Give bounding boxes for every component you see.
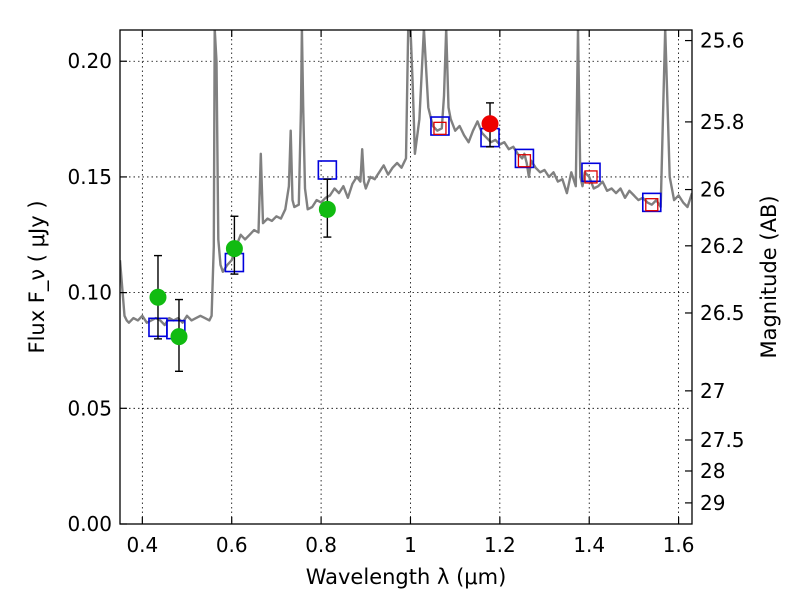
mag-tick-label: 26.2 bbox=[700, 234, 745, 258]
plot-frame bbox=[119, 29, 693, 525]
x-axis-label: Wavelength λ (μm) bbox=[306, 565, 507, 589]
red-square-marker bbox=[584, 170, 598, 184]
x-tick-label: 1.2 bbox=[484, 533, 516, 557]
y-tick-label: 0.15 bbox=[67, 165, 112, 189]
red-square-marker bbox=[517, 154, 532, 168]
plot-data bbox=[120, 30, 692, 372]
mag-tick-label: 25.8 bbox=[700, 110, 745, 134]
axis-ticks: 0.4 0.6 0.8 1 1.2 1.4 1.6 0.00 0.05 0.10 0.15 0.20 2… bbox=[67, 29, 744, 557]
model-spectrum-line bbox=[120, 30, 692, 327]
red-square-marker bbox=[645, 198, 659, 212]
x-tick-label: 1.4 bbox=[573, 533, 605, 557]
x-tick-label: 1.6 bbox=[663, 533, 695, 557]
green-data-point bbox=[170, 328, 188, 346]
green-data-point bbox=[225, 240, 243, 258]
y-axis-label: Flux F_ν ( μJy ) bbox=[25, 200, 50, 353]
x-tick-label: 0.8 bbox=[305, 533, 337, 557]
mag-tick-label: 25.6 bbox=[700, 29, 745, 53]
mag-tick-label: 29 bbox=[700, 491, 725, 515]
x-tick-label: 0.6 bbox=[216, 533, 248, 557]
y-tick-label: 0.20 bbox=[67, 49, 112, 73]
mag-tick-label: 26.5 bbox=[700, 301, 745, 325]
mag-tick-label: 27.5 bbox=[700, 428, 745, 452]
blue-square-marker bbox=[430, 116, 450, 136]
green-data-point bbox=[318, 200, 336, 218]
y2-axis-label: Magnitude (AB) bbox=[757, 195, 781, 358]
y-tick-label: 0.10 bbox=[67, 281, 112, 305]
y-tick-label: 0.05 bbox=[67, 396, 112, 420]
blue-square-marker bbox=[514, 148, 535, 169]
x-tick-label: 0.4 bbox=[126, 533, 158, 557]
blue-square-marker bbox=[581, 162, 601, 183]
x-tick-label: 1 bbox=[404, 533, 417, 557]
mag-tick-label: 28 bbox=[700, 459, 725, 483]
red-square-marker bbox=[433, 121, 447, 135]
mag-tick-label: 27 bbox=[700, 379, 725, 403]
mag-tick-label: 26 bbox=[700, 178, 725, 202]
y-tick-label: 0.00 bbox=[67, 512, 112, 536]
blue-square-marker bbox=[641, 192, 662, 213]
green-data-point bbox=[149, 288, 167, 306]
red-data-point bbox=[481, 115, 499, 133]
